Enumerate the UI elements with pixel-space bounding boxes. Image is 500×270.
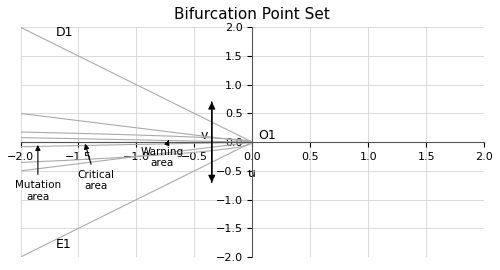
Y-axis label: v: v xyxy=(200,129,208,142)
Text: E1: E1 xyxy=(56,238,71,251)
Title: Bifurcation Point Set: Bifurcation Point Set xyxy=(174,7,330,22)
Text: Warning
area: Warning area xyxy=(140,141,184,168)
Text: O1: O1 xyxy=(258,129,276,142)
Text: Mutation
area: Mutation area xyxy=(15,146,61,202)
X-axis label: u: u xyxy=(248,167,256,180)
Text: Critical
area: Critical area xyxy=(78,145,114,191)
Text: D1: D1 xyxy=(56,26,73,39)
